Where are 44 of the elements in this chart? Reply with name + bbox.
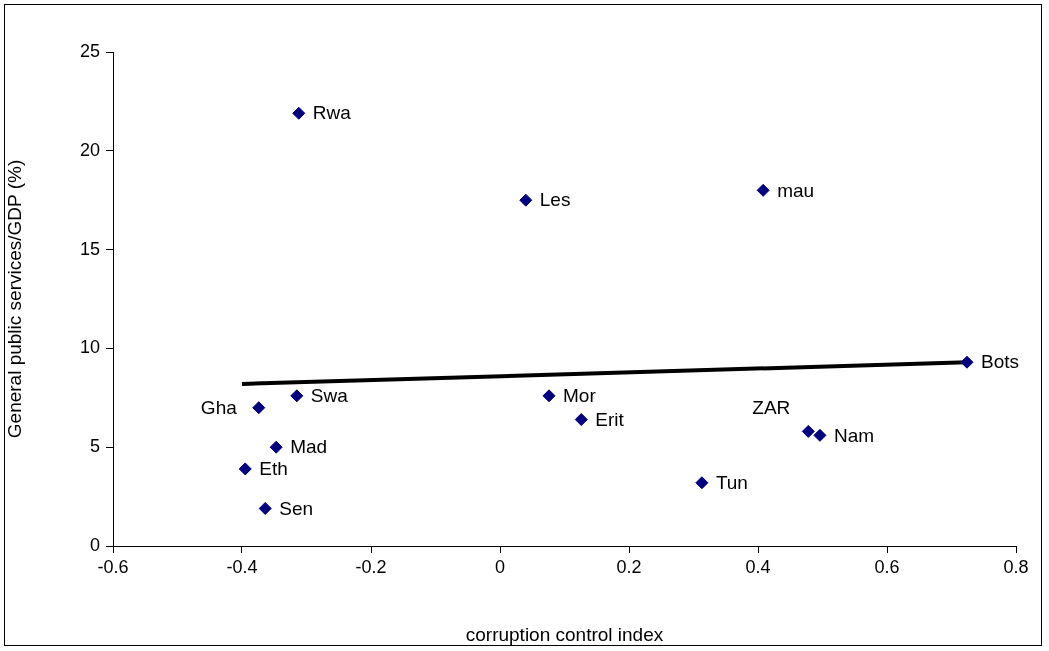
y-tick-label: 10 bbox=[79, 337, 100, 358]
x-tick-label: 0.2 bbox=[616, 556, 642, 577]
point bbox=[290, 389, 304, 403]
y-axis-title: General public services/GDP (%) bbox=[3, 159, 25, 439]
x-tick-label: 0.6 bbox=[874, 556, 900, 577]
x-tick-label: 0 bbox=[494, 556, 506, 577]
point bbox=[258, 501, 272, 515]
point bbox=[801, 424, 815, 438]
y-tick-label: 20 bbox=[79, 139, 100, 160]
annotation: Bots bbox=[980, 351, 1020, 373]
annotation: Erit bbox=[595, 408, 625, 430]
point bbox=[542, 389, 556, 403]
annotation: Les bbox=[539, 189, 571, 211]
point bbox=[519, 193, 533, 207]
annotation: Swa bbox=[310, 385, 349, 407]
annotation: Mad bbox=[290, 436, 328, 458]
annotation: Tun bbox=[715, 472, 748, 493]
y-tick-label: 5 bbox=[89, 436, 100, 457]
x-tick-label: 0.4 bbox=[745, 556, 771, 577]
annotation: Gha bbox=[200, 396, 238, 418]
y-tick-label: 0 bbox=[89, 534, 100, 555]
x-tick-label: -0.4 bbox=[226, 556, 258, 577]
point bbox=[813, 428, 827, 442]
annotation: mau bbox=[777, 179, 815, 201]
annotation: Rwa bbox=[312, 102, 352, 124]
annotation: ZAR bbox=[752, 396, 791, 418]
x-tick-label: -0.6 bbox=[97, 556, 129, 577]
y-tick-label: 15 bbox=[79, 238, 100, 259]
annotation: Sen bbox=[279, 497, 314, 519]
point bbox=[574, 413, 588, 427]
point bbox=[960, 355, 974, 369]
point bbox=[238, 462, 252, 476]
point bbox=[269, 440, 283, 454]
point bbox=[252, 401, 266, 415]
x-tick-label: 0.8 bbox=[1003, 556, 1029, 577]
point bbox=[292, 106, 306, 120]
x-axis-title: corruption control index bbox=[465, 623, 664, 645]
annotation: Nam bbox=[833, 424, 875, 446]
point bbox=[695, 476, 709, 490]
y-tick-label: 25 bbox=[79, 40, 100, 61]
annotation: Eth bbox=[259, 458, 288, 480]
annotation: Mor bbox=[563, 385, 597, 407]
x-tick-label: -0.2 bbox=[355, 556, 387, 577]
point bbox=[756, 183, 770, 197]
